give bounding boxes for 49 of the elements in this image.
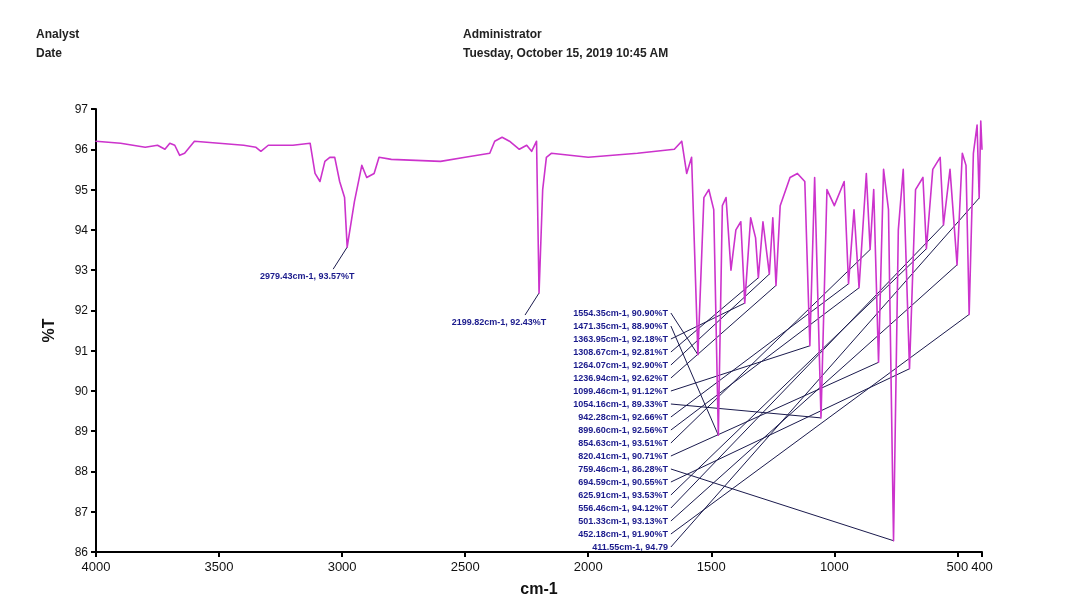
y-tick-label: 93	[74, 263, 89, 278]
x-tick-label: 4000	[81, 559, 111, 574]
text: Administrator	[463, 27, 542, 41]
y-tick-label: 92	[74, 303, 89, 318]
y-tick-label: 94	[74, 222, 89, 237]
y-tick-label: 86	[74, 545, 89, 559]
text: Date	[36, 46, 63, 60]
annotation: 556.46cm-1, 94.12%T	[578, 502, 669, 513]
line-series	[95, 120, 983, 542]
annotation: 411.55cm-1, 94.79	[592, 541, 668, 552]
x-tick-label: 2000	[573, 559, 603, 574]
y-tick-label: 90	[74, 383, 89, 398]
annotation: 1236.94cm-1, 92.62%T	[573, 372, 669, 383]
text: Tuesday, October 15, 2019 10:45 AM	[463, 46, 669, 60]
annotation: 899.60cm-1, 92.56%T	[578, 424, 669, 435]
y-tick-label: 95	[74, 182, 89, 197]
y-axis-title: %T	[39, 318, 57, 343]
x-tick-label: 3500	[204, 559, 234, 574]
x-tick-label: 500	[946, 559, 969, 574]
annotation: 2979.43cm-1, 93.57%T	[259, 270, 355, 281]
annotation: 452.18cm-1, 91.90%T	[578, 528, 669, 539]
annotation: 1308.67cm-1, 92.81%T	[573, 346, 669, 357]
annotation: 501.33cm-1, 93.13%T	[578, 515, 669, 526]
x-tick-label: 1500	[696, 559, 726, 574]
y-tick-label: 89	[74, 424, 89, 439]
y-tick-label: 97	[74, 102, 89, 116]
annotation: 694.59cm-1, 90.55%T	[578, 476, 669, 487]
y-tick-label: 96	[74, 142, 89, 157]
x-tick-label: 1000	[819, 559, 849, 574]
y-tick-label: 91	[74, 343, 89, 358]
annotation: 820.41cm-1, 90.71%T	[578, 450, 669, 461]
y-tick-label: 88	[74, 464, 89, 479]
x-tick-label: 2500	[450, 559, 480, 574]
annotation: 854.63cm-1, 93.51%T	[578, 437, 669, 448]
annotation: 759.46cm-1, 86.28%T	[578, 463, 669, 474]
annotation: 1099.46cm-1, 91.12%T	[573, 385, 669, 396]
y-tick-label: 87	[74, 504, 89, 519]
x-axis-title: cm-1	[520, 579, 558, 597]
annotation: 1054.16cm-1, 89.33%T	[573, 398, 669, 409]
x-tick-label: 3000	[327, 559, 357, 574]
annotation: 1363.95cm-1, 92.18%T	[573, 333, 669, 344]
x-tick-label: 400	[971, 559, 993, 574]
annotation: 1471.35cm-1, 88.90%T	[573, 320, 669, 331]
annotation: 1264.07cm-1, 92.90%T	[573, 359, 669, 370]
annotation: 1554.35cm-1, 90.90%T	[573, 307, 669, 318]
annotation: 942.28cm-1, 92.66%T	[578, 411, 669, 422]
text: Analyst	[36, 27, 80, 41]
annotation: 625.91cm-1, 93.53%T	[578, 489, 669, 500]
annotation: 2199.82cm-1, 92.43%T	[451, 316, 547, 327]
